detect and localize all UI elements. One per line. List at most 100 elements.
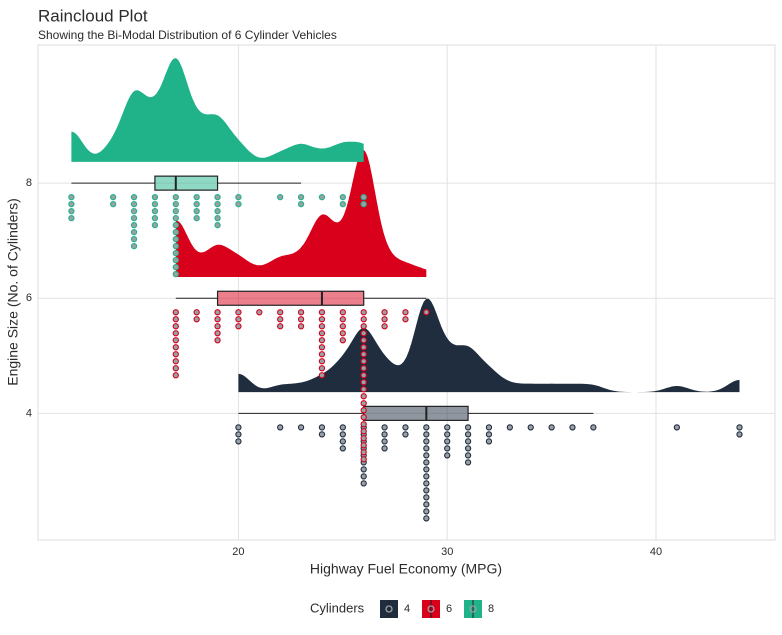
dot <box>318 358 326 365</box>
dot-column <box>360 193 367 208</box>
x-tick-label: 40 <box>650 546 662 558</box>
dot <box>318 193 326 201</box>
dot <box>151 207 159 215</box>
dot <box>214 200 221 208</box>
legend-key-dot <box>427 605 435 613</box>
dot <box>68 214 75 222</box>
dot <box>235 200 242 208</box>
dot <box>277 424 284 431</box>
legend-item: 8 <box>464 600 494 618</box>
dot <box>297 424 305 431</box>
dot <box>444 438 451 445</box>
dot <box>339 309 346 316</box>
dot <box>423 501 430 508</box>
dot <box>172 323 179 330</box>
dot <box>151 193 159 201</box>
dot-column <box>402 309 409 323</box>
dot <box>68 207 75 215</box>
dot <box>130 207 138 215</box>
dot <box>130 214 138 222</box>
dot <box>590 424 597 431</box>
dot <box>360 449 367 456</box>
dot-column <box>235 193 242 208</box>
dot <box>318 365 326 372</box>
dot <box>381 323 388 330</box>
dot <box>277 323 284 330</box>
dot <box>235 431 242 438</box>
dot <box>172 344 179 351</box>
dot <box>381 309 388 316</box>
y-axis-label: Engine Size (No. of Cylinders) <box>5 198 21 386</box>
dot <box>151 200 159 208</box>
dot-column <box>297 424 305 431</box>
dot <box>423 309 430 316</box>
dot <box>444 431 451 438</box>
dot <box>172 221 179 229</box>
legend-label: 6 <box>446 603 452 615</box>
dot <box>193 193 200 201</box>
dot-column <box>318 193 326 201</box>
y-tick-label: 6 <box>26 292 32 304</box>
series-group <box>235 298 743 522</box>
dot <box>68 200 75 208</box>
dot <box>360 466 367 473</box>
dot <box>339 200 346 208</box>
dot <box>277 309 284 316</box>
dot-column <box>297 193 305 208</box>
dot-column <box>318 309 326 379</box>
dot-column <box>172 193 179 278</box>
dot <box>130 242 138 250</box>
dot <box>172 193 179 201</box>
dot <box>423 508 430 515</box>
dot <box>172 235 179 243</box>
dot <box>172 256 179 264</box>
dot-column <box>381 424 388 452</box>
dot <box>297 200 305 208</box>
dot <box>172 337 179 344</box>
dot <box>110 200 117 208</box>
dot <box>360 351 367 358</box>
dot <box>464 431 472 438</box>
dot <box>214 330 221 337</box>
dot <box>318 309 326 316</box>
dot-column <box>214 193 221 229</box>
density-cloud <box>175 150 427 277</box>
dot <box>172 316 179 323</box>
dot <box>172 358 179 365</box>
panel <box>37 44 776 541</box>
dot <box>130 228 138 236</box>
dot <box>214 221 221 229</box>
dot <box>423 431 430 438</box>
dot-column <box>464 424 472 466</box>
dot <box>339 316 346 323</box>
dot <box>297 316 305 323</box>
dot <box>360 372 367 379</box>
dot <box>423 487 430 494</box>
dot <box>360 193 367 201</box>
dot <box>339 330 346 337</box>
dot-column <box>736 424 743 438</box>
dot-column <box>277 193 284 201</box>
dot <box>444 445 451 452</box>
chart-subtitle: Showing the Bi-Modal Distribution of 6 C… <box>38 28 337 42</box>
dot <box>360 480 367 487</box>
legend-item: 4 <box>380 600 410 618</box>
dot <box>464 445 472 452</box>
dot <box>381 431 388 438</box>
dot <box>297 193 305 201</box>
dot <box>360 337 367 344</box>
legend-label: 4 <box>404 603 410 615</box>
box <box>154 175 219 191</box>
dot <box>527 424 534 431</box>
legend-title: Cylinders <box>310 600 365 615</box>
dot <box>360 428 367 435</box>
dot <box>485 424 493 431</box>
dot-column <box>339 193 346 208</box>
dot <box>172 372 179 379</box>
dot <box>318 323 326 330</box>
dot <box>339 445 346 452</box>
dot <box>235 316 242 323</box>
dot <box>172 242 179 250</box>
dot <box>423 515 430 522</box>
x-tick-label: 20 <box>232 546 244 558</box>
